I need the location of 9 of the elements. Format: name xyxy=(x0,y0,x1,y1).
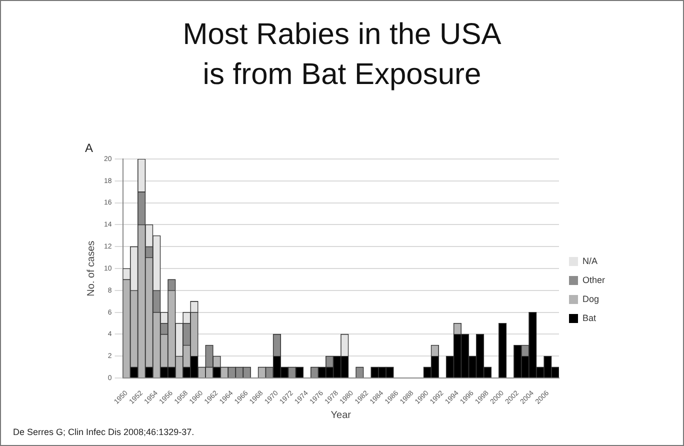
legend-label: Dog xyxy=(582,294,600,304)
legend-label: N/A xyxy=(582,256,598,266)
legend-label: Bat xyxy=(582,312,596,323)
text: A xyxy=(85,141,94,155)
text: De Serres G; Clin Infec Dis 2008;46:1329-37. xyxy=(13,427,194,437)
y-axis-title: No. of cases xyxy=(86,240,97,296)
legend-label: Other xyxy=(582,274,606,285)
chart-title: Most Rabies in the USA is from Bat Exposure xyxy=(182,17,502,93)
x-axis-title: Year xyxy=(330,410,352,421)
